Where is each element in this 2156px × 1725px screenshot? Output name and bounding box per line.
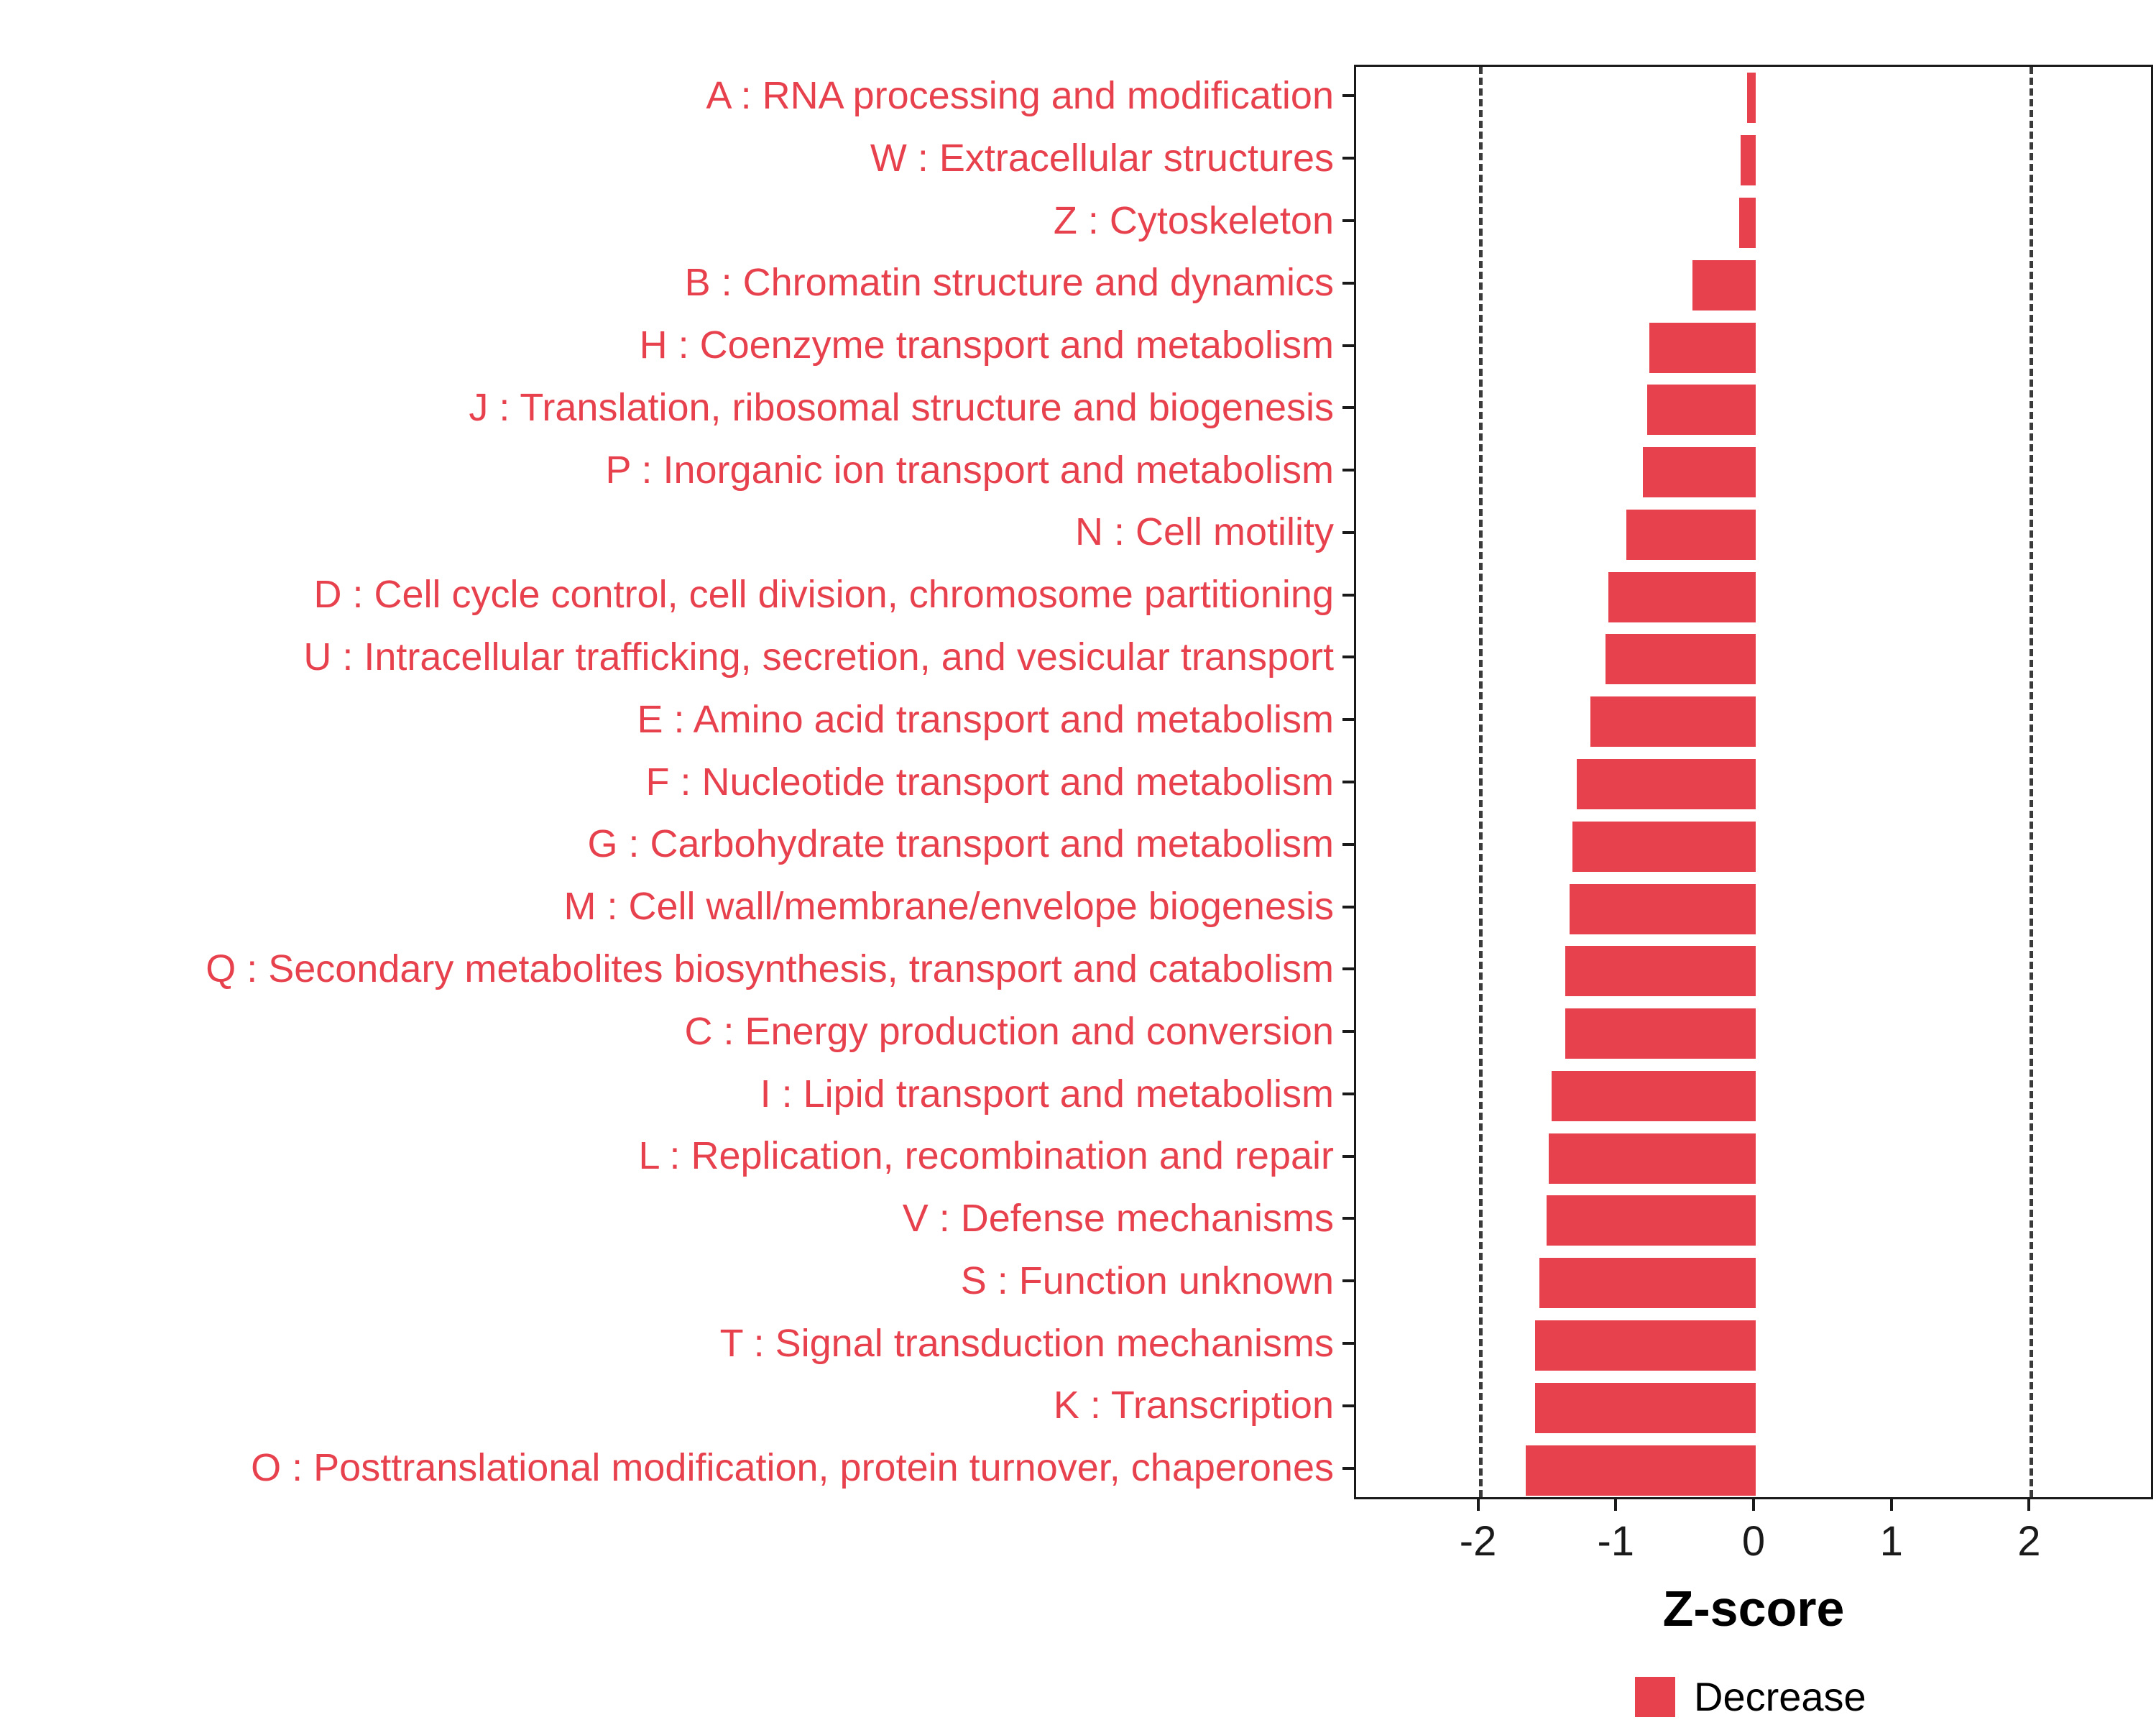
y-axis-label: H : Coenzyme transport and metabolism <box>639 323 1334 367</box>
bar-O <box>1525 1445 1756 1496</box>
bar-E <box>1590 696 1756 748</box>
y-axis-label: T : Signal transduction mechanisms <box>719 1321 1334 1365</box>
y-axis-label: E : Amino acid transport and metabolism <box>637 697 1334 741</box>
y-axis-label: U : Intracellular trafficking, secretion… <box>303 635 1334 679</box>
y-axis-tick <box>1342 1217 1354 1220</box>
y-axis-tick <box>1342 1154 1354 1158</box>
y-axis-tick <box>1342 344 1354 347</box>
x-axis-tick-label: 0 <box>1741 1518 1766 1565</box>
y-axis-tick <box>1342 967 1354 971</box>
y-axis-tick <box>1342 718 1354 722</box>
reference-line-x-2 <box>1478 67 1483 1497</box>
x-axis-tick <box>1889 1499 1893 1511</box>
x-axis-title: Z-score <box>1662 1581 1845 1637</box>
y-axis-label: L : Replication, recombination and repai… <box>638 1134 1334 1178</box>
y-axis-tick <box>1342 218 1354 222</box>
reference-line-x2 <box>2030 67 2034 1497</box>
y-axis-label: B : Chromatin structure and dynamics <box>684 261 1334 305</box>
y-axis-label: P : Inorganic ion transport and metaboli… <box>605 448 1334 492</box>
y-axis-label: A : RNA processing and modification <box>706 74 1334 117</box>
y-axis-label: C : Energy production and conversion <box>684 1009 1334 1053</box>
bar-T <box>1535 1320 1756 1371</box>
bar-B <box>1692 259 1756 310</box>
bar-W <box>1740 135 1756 186</box>
y-axis-tick <box>1342 593 1354 597</box>
y-axis-tick <box>1342 157 1354 160</box>
x-axis-tick <box>2027 1499 2031 1511</box>
y-axis-tick <box>1342 94 1354 98</box>
y-axis-tick <box>1342 469 1354 472</box>
y-axis-label: G : Carbohydrate transport and metabolis… <box>587 822 1335 866</box>
bar-U <box>1606 634 1756 685</box>
y-axis-tick <box>1342 530 1354 534</box>
bar-Q <box>1565 946 1756 997</box>
bar-F <box>1576 759 1756 809</box>
x-axis-tick-label: -2 <box>1459 1518 1497 1565</box>
y-axis-label: V : Defense mechanisms <box>902 1197 1334 1241</box>
x-axis-tick <box>1614 1499 1618 1511</box>
bar-K <box>1535 1382 1756 1433</box>
bar-G <box>1572 821 1756 872</box>
legend-label-decrease: Decrease <box>1694 1674 1866 1719</box>
bar-H <box>1649 322 1756 373</box>
legend: Decrease <box>1635 1673 1866 1720</box>
x-axis-tick <box>1752 1499 1755 1511</box>
bar-S <box>1539 1258 1756 1309</box>
y-axis-tick <box>1342 905 1354 908</box>
y-axis-tick <box>1342 1279 1354 1283</box>
y-axis-tick <box>1342 656 1354 659</box>
y-axis-tick <box>1342 1466 1354 1470</box>
legend-swatch-decrease <box>1635 1676 1675 1717</box>
bar-L <box>1549 1133 1756 1184</box>
x-axis-tick-label: 1 <box>1879 1518 1903 1565</box>
y-axis-tick <box>1342 281 1354 285</box>
bar-J <box>1646 385 1756 436</box>
y-axis-label: Z : Cytoskeleton <box>1053 198 1334 242</box>
y-axis-label: O : Posttranslational modification, prot… <box>251 1446 1334 1490</box>
bar-P <box>1642 447 1756 498</box>
y-axis-tick <box>1342 1342 1354 1346</box>
y-axis-tick <box>1342 1404 1354 1407</box>
plot-panel <box>1354 65 2153 1499</box>
bar-I <box>1552 1070 1756 1121</box>
bar-Z <box>1738 197 1756 248</box>
y-axis-label: I : Lipid transport and metabolism <box>760 1072 1334 1116</box>
y-axis-label: D : Cell cycle control, cell division, c… <box>313 573 1334 617</box>
y-axis-label: S : Function unknown <box>960 1259 1334 1302</box>
x-axis-tick-label: -1 <box>1597 1518 1635 1565</box>
y-axis-tick <box>1342 842 1354 846</box>
y-axis-tick <box>1342 781 1354 783</box>
bar-D <box>1608 571 1756 622</box>
y-axis-label: Q : Secondary metabolites biosynthesis, … <box>206 947 1334 990</box>
bar-A <box>1747 73 1756 124</box>
y-axis-tick <box>1342 1030 1354 1034</box>
y-axis-label: K : Transcription <box>1053 1384 1334 1427</box>
y-axis-tick <box>1342 1092 1354 1095</box>
bar-M <box>1570 883 1756 934</box>
y-axis-label: M : Cell wall/membrane/envelope biogenes… <box>563 885 1334 929</box>
y-axis-label: N : Cell motility <box>1074 510 1334 554</box>
bar-V <box>1546 1195 1756 1246</box>
y-axis-label: J : Translation, ribosomal structure and… <box>469 385 1334 429</box>
y-axis-label: W : Extracellular structures <box>870 136 1334 180</box>
bar-C <box>1565 1008 1756 1059</box>
y-axis-tick <box>1342 406 1354 410</box>
bar-N <box>1626 509 1756 560</box>
x-axis-tick <box>1476 1499 1480 1511</box>
y-axis-label: F : Nucleotide transport and metabolism <box>645 760 1334 804</box>
x-axis-tick-label: 2 <box>2017 1518 2041 1565</box>
